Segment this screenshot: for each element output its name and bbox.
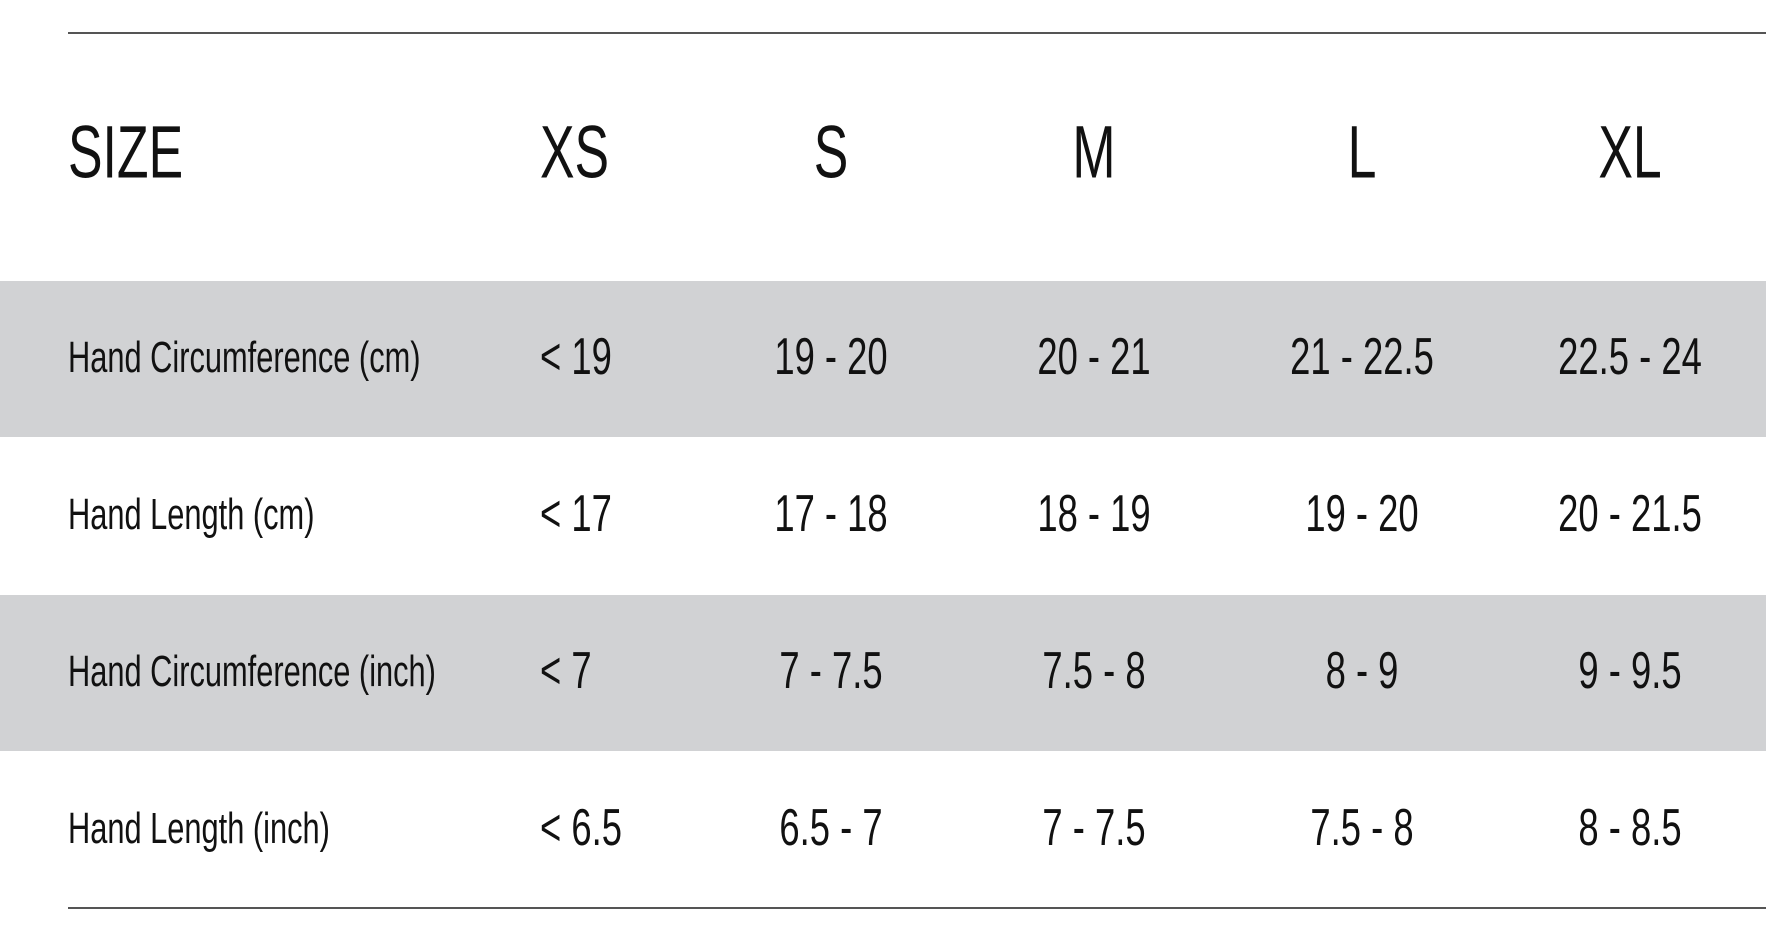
row-label: Hand Circumference (inch) [68,648,436,697]
cell: 17 - 18 [774,484,887,543]
cell: 20 - 21 [1037,327,1150,386]
cell: < 6.5 [540,798,622,857]
cell: 21 - 22.5 [1290,327,1434,386]
header-cell: XS [540,110,609,193]
cell: 20 - 21.5 [1558,484,1702,543]
row-band [0,595,1766,751]
cell: 19 - 20 [1305,484,1418,543]
cell: 8 - 8.5 [1578,798,1681,857]
row-label: Hand Length (inch) [68,805,330,854]
header-cell: SIZE [68,110,183,193]
cell: 7 - 7.5 [779,641,882,700]
cell: < 19 [540,327,612,386]
cell: 18 - 19 [1037,484,1150,543]
cell: 7.5 - 8 [1042,641,1145,700]
cell: 19 - 20 [774,327,887,386]
cell: < 17 [540,484,612,543]
header-cell: L [1348,110,1377,193]
header-cell: M [1072,110,1115,193]
cell: 9 - 9.5 [1578,641,1681,700]
row-band [0,281,1766,437]
cell: 22.5 - 24 [1558,327,1702,386]
cell: 6.5 - 7 [779,798,882,857]
row-label: Hand Circumference (cm) [68,334,420,383]
row-label: Hand Length (cm) [68,491,314,540]
header-cell: XL [1598,110,1661,193]
cell: 8 - 9 [1326,641,1399,700]
header-cell: S [814,110,849,193]
cell: < 7 [540,641,592,700]
cell: 7.5 - 8 [1310,798,1413,857]
cell: 7 - 7.5 [1042,798,1145,857]
